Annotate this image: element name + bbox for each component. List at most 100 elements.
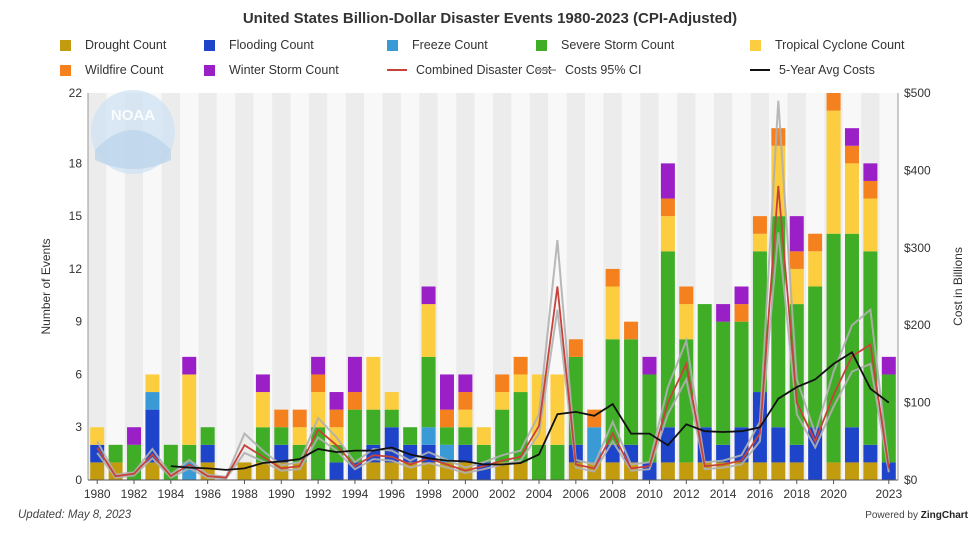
legend-swatch-icon [204, 39, 215, 51]
legend-label: Costs 95% CI [565, 63, 642, 77]
bar-severe-storm-count-2019 [808, 286, 823, 428]
noaa-logo-text: NOAA [111, 107, 155, 124]
y-tick-label: 18 [69, 156, 83, 170]
legend-item[interactable]: 5-Year Avg Costs [750, 63, 875, 77]
x-tick-label: 1984 [157, 487, 184, 501]
legend-label: Winter Storm Count [229, 63, 339, 77]
cost-lines [96, 100, 890, 480]
x-tick-label: 1998 [415, 487, 442, 501]
legend-label: Flooding Count [229, 38, 314, 52]
legend-item[interactable]: Flooding Count [204, 38, 314, 52]
bar-winter-storm-count-1998 [421, 286, 436, 305]
bar-winter-storm-count-2011 [660, 163, 675, 199]
bar-flooding-count-2014 [716, 444, 731, 463]
bar-tropical-cyclone-count-2022 [863, 198, 878, 252]
bar-severe-storm-count-2020 [826, 233, 841, 463]
bar-drought-count-1998 [421, 462, 436, 480]
bar-severe-storm-count-2011 [660, 251, 675, 428]
legend-line-icon [387, 69, 407, 71]
legend-label: Severe Storm Count [561, 38, 675, 52]
bar-winter-storm-count-1989 [255, 374, 270, 393]
y-tick-label: 9 [75, 315, 82, 329]
y-tick-label: 6 [75, 367, 82, 381]
bar-tropical-cyclone-count-1996 [384, 392, 399, 410]
bar-flooding-count-2017 [771, 427, 786, 463]
y2-tick-label: $0 [904, 473, 918, 487]
bar-severe-storm-count-2001 [476, 444, 491, 463]
legend-line-icon [750, 69, 770, 71]
x-tick-label: 1988 [231, 487, 258, 501]
bg-band [216, 93, 236, 480]
legend-item[interactable]: Drought Count [60, 38, 166, 52]
y-tick-label: 22 [69, 86, 83, 100]
bar-tropical-cyclone-count-1995 [366, 356, 381, 410]
bar-wildfire-count-2019 [808, 233, 823, 252]
bar-tropical-cyclone-count-1980 [90, 427, 105, 445]
bar-tropical-cyclone-count-2000 [458, 409, 473, 428]
bar-severe-storm-count-2015 [734, 321, 749, 428]
y-tick-label: 15 [69, 209, 83, 223]
legend-label: Tropical Cyclone Count [775, 38, 905, 52]
bar-tropical-cyclone-count-1992 [311, 392, 326, 428]
bar-flooding-count-1983 [145, 409, 160, 463]
bar-winter-storm-count-2014 [716, 304, 731, 322]
y-tick-label: 12 [69, 262, 83, 276]
y-axis-title: Number of Events [39, 238, 53, 334]
bar-winter-storm-count-2018 [789, 216, 804, 252]
x-tick-label: 1986 [194, 487, 221, 501]
legend-item[interactable]: Freeze Count [387, 38, 488, 52]
bar-winter-storm-count-1999 [439, 374, 454, 410]
bar-flooding-count-2018 [789, 444, 804, 463]
bg-band [272, 93, 291, 480]
chart-title: United States Billion-Dollar Disaster Ev… [242, 10, 738, 27]
bar-flooding-count-1993 [329, 462, 344, 480]
bar-tropical-cyclone-count-2019 [808, 251, 823, 287]
y2-tick-label: $100 [904, 396, 931, 410]
bar-severe-storm-count-2008 [605, 339, 620, 445]
bar-winter-storm-count-2000 [458, 374, 473, 393]
bg-band [88, 93, 107, 480]
legend-item[interactable]: Wildfire Count [60, 63, 164, 77]
bg-band [327, 93, 346, 480]
bar-severe-storm-count-2000 [458, 427, 473, 445]
bar-winter-storm-count-1993 [329, 392, 344, 410]
bar-severe-storm-count-1990 [274, 427, 289, 445]
bar-severe-storm-count-2021 [844, 233, 859, 428]
bar-drought-count-2016 [752, 462, 767, 480]
bar-severe-storm-count-1994 [347, 409, 362, 463]
bar-flooding-count-2022 [863, 444, 878, 463]
bar-tropical-cyclone-count-2011 [660, 216, 675, 252]
bar-wildfire-count-2012 [679, 286, 694, 305]
bar-freeze-count-2007 [587, 427, 602, 463]
legend-label: Drought Count [85, 38, 167, 52]
legend-label: Freeze Count [412, 38, 488, 52]
legend-item[interactable]: Winter Storm Count [204, 63, 339, 77]
bar-drought-count-2022 [863, 462, 878, 480]
bar-severe-storm-count-1985 [182, 444, 197, 463]
x-tick-label: 1994 [342, 487, 369, 501]
x-tick-label: 2002 [489, 487, 516, 501]
legend-item[interactable]: Severe Storm Count [536, 38, 674, 52]
bar-tropical-cyclone-count-1991 [292, 427, 307, 445]
bar-severe-storm-count-2002 [495, 409, 510, 463]
bar-tropical-cyclone-count-2003 [513, 374, 528, 393]
avg-cost-line [170, 351, 890, 471]
bar-wildfire-count-2020 [826, 93, 841, 111]
bar-wildfire-count-2008 [605, 268, 620, 287]
bar-flooding-count-2000 [458, 444, 473, 463]
bar-drought-count-2018 [789, 462, 804, 480]
legend-item[interactable]: Tropical Cyclone Count [750, 38, 904, 52]
bg-band [161, 93, 181, 480]
bar-severe-storm-count-1986 [200, 427, 215, 445]
bar-winter-storm-count-1982 [127, 427, 142, 445]
bar-severe-storm-count-2005 [550, 444, 565, 480]
legend-item[interactable]: Combined Disaster Cost [387, 63, 551, 77]
bar-freeze-count-1983 [145, 392, 160, 410]
legend-item[interactable]: Costs 95% CI [536, 63, 641, 77]
bar-wildfire-count-1999 [439, 409, 454, 428]
bar-drought-count-1989 [255, 462, 270, 480]
bg-band [585, 93, 604, 480]
bar-tropical-cyclone-count-2012 [679, 304, 694, 340]
bar-severe-storm-count-1992 [311, 427, 326, 480]
bar-severe-storm-count-2010 [642, 374, 657, 463]
